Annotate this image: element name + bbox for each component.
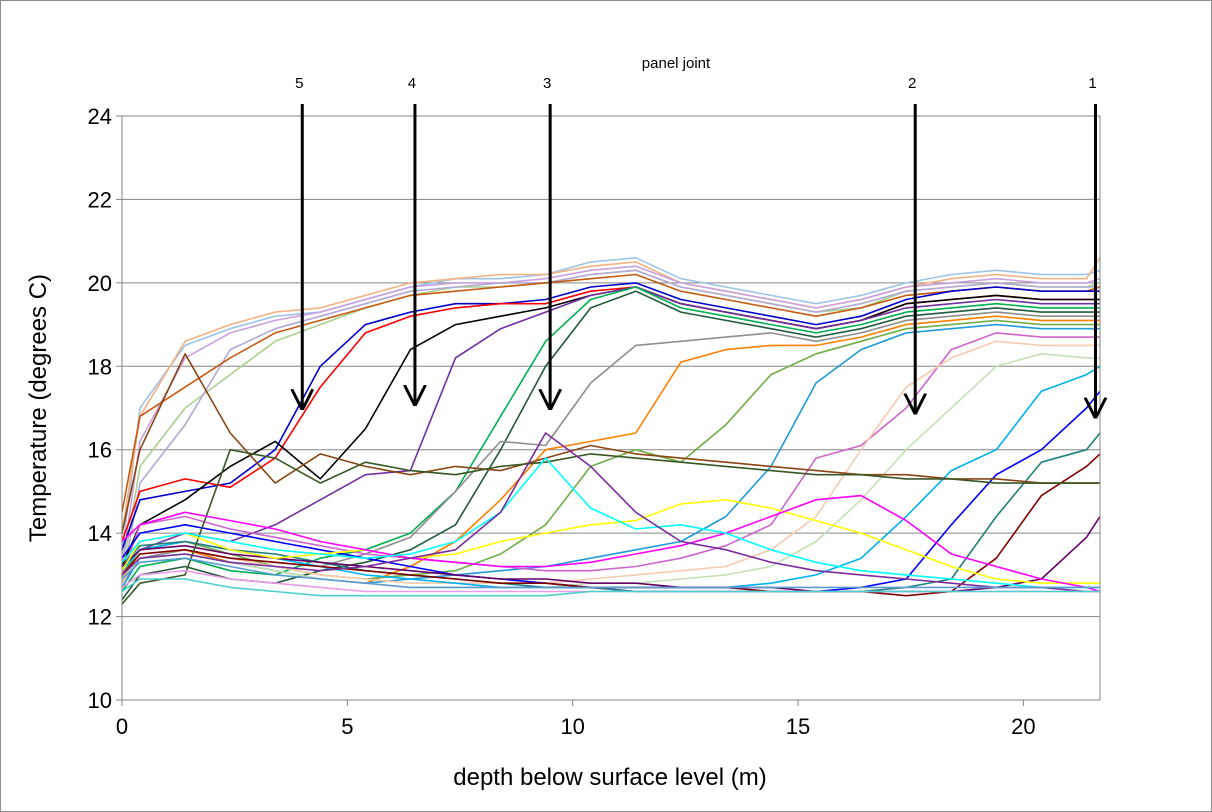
series-line-2 (121, 257, 1101, 534)
series-line-26 (121, 448, 1100, 605)
y-tick-label: 16 (88, 438, 112, 463)
y-tick-label: 20 (88, 271, 112, 296)
series-line-17 (121, 332, 1100, 576)
y-axis-title: Temperature (degrees C) (25, 274, 52, 542)
y-tick-label: 12 (88, 605, 112, 630)
axis-ticks: 10 12 14 16 18 20 22 24 0 5 10 15 20 (88, 104, 1036, 739)
annotation-title: panel joint (642, 55, 711, 72)
series-line-11 (121, 286, 1100, 592)
panel-joint-label: 5 (295, 75, 303, 92)
series-line-30 (121, 432, 1100, 593)
series-line-31 (121, 557, 1100, 589)
y-tick-label: 24 (88, 104, 112, 129)
x-tick-label: 20 (1011, 714, 1035, 739)
panel-joint-label: 1 (1088, 75, 1096, 92)
panel-joint-label: 3 (543, 75, 551, 92)
y-tick-label: 22 (88, 187, 112, 212)
x-tick-label: 0 (116, 714, 128, 739)
plot-area-border (121, 115, 1101, 701)
series-line-7 (121, 282, 1100, 551)
series-line-27 (121, 498, 1100, 585)
panel-joint-arrows: 5 4 3 2 1 (295, 75, 1097, 416)
series-line-33 (121, 578, 1100, 597)
series-line-10 (121, 286, 1100, 576)
x-tick-label: 15 (786, 714, 810, 739)
series-line-1 (121, 256, 1101, 555)
panel-joint-label: 2 (908, 75, 916, 92)
y-tick-label: 10 (88, 688, 112, 713)
series-line-19 (121, 352, 1100, 589)
series-lines (121, 256, 1101, 605)
y-tick-label: 14 (88, 521, 112, 546)
series-line-5 (121, 269, 1100, 584)
x-tick-label: 10 (560, 714, 584, 739)
y-tick-label: 18 (88, 354, 112, 379)
series-line-29 (121, 457, 1100, 589)
panel-joint-label: 4 (408, 75, 416, 92)
series-line-25 (121, 352, 1100, 534)
series-line-28 (121, 494, 1101, 593)
series-line-3 (121, 265, 1101, 567)
x-axis-title: depth below surface level (m) (453, 764, 766, 791)
x-tick-label: 5 (341, 714, 353, 739)
series-line-13 (121, 311, 1100, 584)
